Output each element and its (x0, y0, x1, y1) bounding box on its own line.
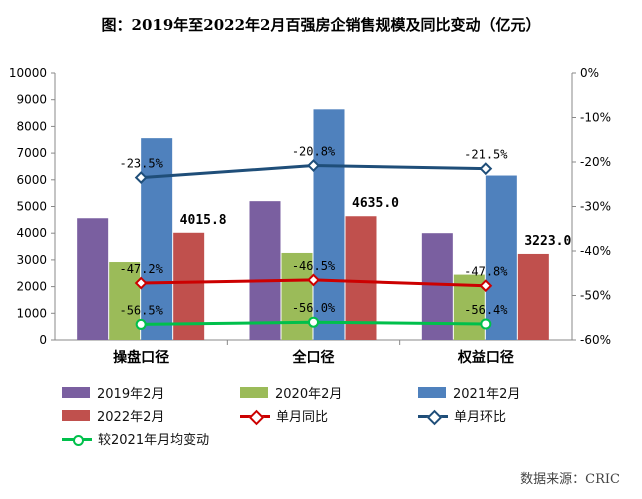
legend-swatch (418, 410, 448, 422)
y-tick-label: 9000 (16, 93, 47, 107)
y2-tick-label: -10% (580, 111, 611, 125)
data-label: 4015.8 (180, 213, 227, 228)
line-data-label: -47.2% (119, 262, 163, 276)
y-tick-label: 6000 (16, 173, 47, 187)
line-data-label: -46.5% (292, 259, 336, 273)
line-point (307, 159, 320, 172)
y-tick-label: 0 (39, 333, 47, 347)
legend-label: 单月同比 (276, 410, 329, 425)
chart-title: 图：2019年至2022年2月百强房企销售规模及同比变动（亿元） (101, 16, 541, 34)
y2-tick-label: -60% (580, 333, 611, 347)
legend-swatch (418, 387, 446, 398)
line-data-label: -21.5% (464, 148, 508, 162)
line-data-label: -47.8% (464, 265, 508, 279)
y2-tick-label: -50% (580, 289, 611, 303)
legend-label: 2022年2月 (97, 410, 165, 425)
line-data-label: -56.0% (292, 301, 336, 315)
line-point (307, 273, 320, 287)
y-tick-label: 1000 (16, 306, 47, 320)
line-point (480, 318, 492, 330)
legend-swatch (62, 387, 90, 398)
line-point (479, 162, 493, 176)
x-tick-label: 全口径 (292, 349, 335, 366)
legend-item-2020: 2020年2月 (240, 383, 343, 402)
line-point (308, 316, 319, 328)
legend-item-2021: 2021年2月 (418, 383, 521, 402)
y2-tick-label: -40% (580, 244, 611, 258)
line-point (134, 276, 148, 290)
bar (77, 218, 109, 340)
legend-swatch (240, 387, 268, 398)
legend-label: 2021年2月 (453, 387, 521, 402)
chart-plot: 0 1000 2000 3000 4000 5000 6000 7000 8000 9000 100… (9, 66, 611, 366)
legend-item-2022: 2022年2月 (62, 406, 165, 425)
legend-item-vs-2021-avg: 较2021年月均变动 (62, 429, 210, 448)
y-tick-label: 3000 (16, 253, 47, 267)
legend-label: 2020年2月 (275, 387, 343, 402)
y2-tick-label: 0% (580, 66, 599, 80)
legend-swatch (62, 410, 90, 421)
bar (173, 232, 205, 340)
legend-swatch (240, 410, 270, 422)
line-data-label: -20.8% (292, 145, 336, 159)
x-tick-label: 操盘口径 (113, 349, 169, 366)
data-label: 3223.0 (524, 234, 571, 249)
bar (109, 262, 141, 340)
y-tick-label: 5000 (16, 200, 47, 214)
legend-item-yoy: 单月同比 (240, 406, 329, 425)
line-data-label: -56.4% (464, 303, 508, 317)
y-tick-label: 4000 (16, 226, 47, 240)
bar (485, 175, 517, 340)
bar (141, 138, 173, 340)
y-tick-label: 8000 (16, 119, 47, 133)
bar (249, 201, 281, 340)
legend-item-mom: 单月环比 (418, 406, 507, 425)
y-tick-label: 2000 (16, 280, 47, 294)
legend-label: 较2021年月均变动 (98, 433, 210, 448)
legend-item-2019: 2019年2月 (62, 383, 165, 402)
line-data-label: -56.5% (119, 303, 163, 317)
line-point (479, 279, 493, 293)
bar (313, 109, 345, 340)
y2-tick-label: -20% (580, 155, 611, 169)
y2-tick-label: -30% (580, 200, 611, 214)
x-tick-label: 权益口径 (457, 349, 514, 366)
bar (345, 216, 377, 340)
line-point (134, 171, 148, 184)
y-tick-label: 7000 (16, 146, 47, 160)
y-tick-label: 10000 (9, 66, 47, 80)
data-source: 数据来源：CRIC (520, 472, 620, 487)
line-data-label: -23.5% (119, 157, 163, 171)
bar (517, 253, 549, 340)
line-point (135, 318, 147, 330)
legend-label: 单月环比 (454, 410, 507, 425)
legend-label: 2019年2月 (97, 387, 165, 402)
data-label: 4635.0 (352, 196, 399, 211)
bar (281, 252, 313, 340)
legend-swatch (62, 433, 92, 446)
